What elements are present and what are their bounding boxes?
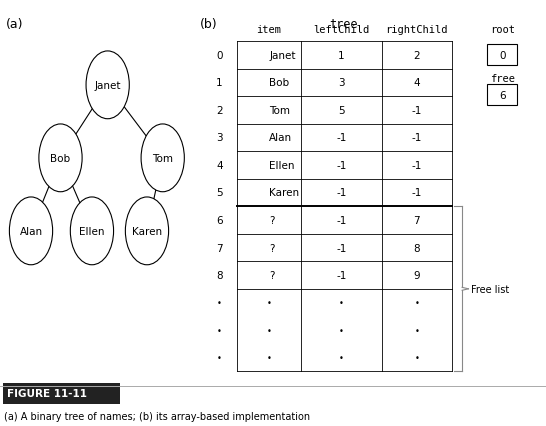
Text: •: • bbox=[339, 353, 344, 362]
Text: free: free bbox=[490, 74, 515, 84]
Text: tree: tree bbox=[329, 18, 358, 31]
Ellipse shape bbox=[86, 52, 129, 119]
Text: (a): (a) bbox=[5, 18, 23, 31]
Text: •: • bbox=[266, 298, 271, 308]
Ellipse shape bbox=[126, 198, 169, 265]
Text: •: • bbox=[414, 353, 419, 362]
Text: -1: -1 bbox=[412, 161, 422, 170]
Text: 1: 1 bbox=[339, 51, 345, 60]
Text: -1: -1 bbox=[412, 133, 422, 143]
Text: -1: -1 bbox=[336, 243, 347, 253]
Text: 5: 5 bbox=[216, 188, 223, 198]
Text: -1: -1 bbox=[336, 161, 347, 170]
Text: Karen: Karen bbox=[269, 188, 299, 198]
Text: •: • bbox=[266, 326, 271, 335]
Ellipse shape bbox=[141, 125, 185, 192]
Text: •: • bbox=[266, 353, 271, 362]
Text: •: • bbox=[217, 298, 222, 308]
Text: Free list: Free list bbox=[471, 284, 509, 294]
Text: 2: 2 bbox=[216, 106, 223, 115]
Text: Bob: Bob bbox=[269, 78, 289, 88]
Text: •: • bbox=[339, 326, 344, 335]
Text: ?: ? bbox=[269, 271, 275, 280]
Text: 4: 4 bbox=[216, 161, 223, 170]
Text: 1: 1 bbox=[216, 78, 223, 88]
FancyBboxPatch shape bbox=[3, 383, 120, 404]
Text: Bob: Bob bbox=[50, 153, 70, 164]
Text: leftChild: leftChild bbox=[313, 25, 370, 35]
Text: 7: 7 bbox=[216, 243, 223, 253]
Text: Ellen: Ellen bbox=[79, 226, 105, 236]
Ellipse shape bbox=[9, 198, 52, 265]
Text: -1: -1 bbox=[336, 216, 347, 225]
Text: Alan: Alan bbox=[20, 226, 43, 236]
Text: Tom: Tom bbox=[269, 106, 290, 115]
Text: -1: -1 bbox=[336, 188, 347, 198]
Text: Alan: Alan bbox=[269, 133, 292, 143]
Text: 2: 2 bbox=[413, 51, 420, 60]
Text: 8: 8 bbox=[216, 271, 223, 280]
Text: ?: ? bbox=[269, 243, 275, 253]
Text: ?: ? bbox=[269, 216, 275, 225]
Text: FIGURE 11-11: FIGURE 11-11 bbox=[7, 389, 87, 398]
FancyBboxPatch shape bbox=[488, 85, 517, 106]
Text: 6: 6 bbox=[499, 90, 506, 101]
Text: Karen: Karen bbox=[132, 226, 162, 236]
Text: -1: -1 bbox=[412, 106, 422, 115]
Text: root: root bbox=[490, 25, 515, 35]
Text: 0: 0 bbox=[216, 51, 223, 60]
Ellipse shape bbox=[70, 198, 114, 265]
Ellipse shape bbox=[39, 125, 82, 192]
Text: 7: 7 bbox=[413, 216, 420, 225]
Text: 0: 0 bbox=[499, 51, 506, 60]
Text: -1: -1 bbox=[412, 188, 422, 198]
Text: -1: -1 bbox=[336, 133, 347, 143]
Text: -1: -1 bbox=[336, 271, 347, 280]
Text: item: item bbox=[257, 25, 282, 35]
Text: rightChild: rightChild bbox=[385, 25, 448, 35]
Text: 8: 8 bbox=[413, 243, 420, 253]
Text: •: • bbox=[414, 298, 419, 308]
Text: Janet: Janet bbox=[94, 81, 121, 91]
Text: •: • bbox=[339, 298, 344, 308]
Text: (a) A binary tree of names; (b) its array-based implementation: (a) A binary tree of names; (b) its arra… bbox=[4, 411, 311, 421]
Text: 3: 3 bbox=[339, 78, 345, 88]
Text: •: • bbox=[217, 326, 222, 335]
Text: 3: 3 bbox=[216, 133, 223, 143]
Text: Janet: Janet bbox=[269, 51, 295, 60]
Text: 4: 4 bbox=[413, 78, 420, 88]
Text: •: • bbox=[414, 326, 419, 335]
FancyBboxPatch shape bbox=[488, 45, 517, 66]
Text: (b): (b) bbox=[200, 18, 218, 31]
Text: •: • bbox=[217, 353, 222, 362]
Text: 6: 6 bbox=[216, 216, 223, 225]
Text: Ellen: Ellen bbox=[269, 161, 295, 170]
Text: 5: 5 bbox=[339, 106, 345, 115]
Text: Tom: Tom bbox=[152, 153, 173, 164]
Text: 9: 9 bbox=[413, 271, 420, 280]
